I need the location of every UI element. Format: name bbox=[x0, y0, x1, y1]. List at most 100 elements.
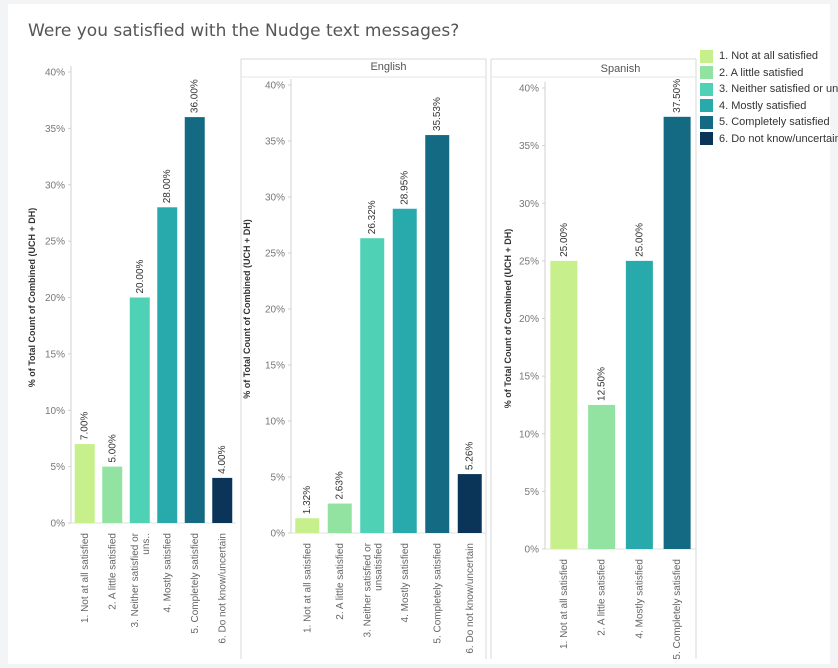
y-tick-label: 0% bbox=[271, 529, 286, 540]
x-tick-label: 5. Completely satisfied bbox=[672, 559, 683, 660]
x-tick-label: 1. Not at all satisfied bbox=[80, 533, 91, 623]
x-tick-label: 6. Do not know/uncertain bbox=[465, 543, 476, 654]
legend-label: 1. Not at all satisfied bbox=[719, 50, 818, 62]
legend-item[interactable]: 5. Completely satisfied bbox=[700, 114, 838, 130]
y-tick-label: 15% bbox=[45, 349, 65, 360]
y-axis-title: % of Total Count of Combined (UCH + DH) bbox=[27, 208, 37, 388]
panel-title: Spanish bbox=[601, 63, 641, 75]
y-tick-label: 5% bbox=[51, 462, 66, 473]
chart-card: Were you satisfied with the Nudge text m… bbox=[8, 4, 830, 664]
x-tick-label: 4. Mostly satisfied bbox=[634, 559, 645, 638]
bar bbox=[664, 117, 691, 549]
y-tick-label: 30% bbox=[519, 199, 539, 210]
x-tick-label: 4. Mostly satisfied bbox=[400, 543, 411, 622]
x-tick-label-line: 3. Neither satisfied or bbox=[362, 542, 373, 637]
bar bbox=[157, 207, 177, 523]
y-tick-label: 25% bbox=[265, 249, 285, 260]
data-label: 4.00% bbox=[217, 445, 228, 473]
legend-swatch bbox=[700, 99, 713, 112]
y-axis-title: % of Total Count of Combined (UCH + DH) bbox=[242, 219, 252, 399]
data-label: 35.53% bbox=[432, 97, 443, 131]
chart-panel-2: Spanish 0% 5% 10% 15% 20% 25% 30% 35% 40% % of Tot… bbox=[491, 59, 696, 660]
y-tick-label: 15% bbox=[265, 361, 285, 372]
data-label: 7.00% bbox=[80, 412, 91, 440]
data-label: 28.95% bbox=[400, 171, 411, 205]
legend-item[interactable]: 3. Neither satisfied or un.. bbox=[700, 81, 838, 97]
chart-panel-1: English 0% 5% 10% 15% 20% 25% 30% 35% 40% % of Tot… bbox=[241, 59, 486, 659]
y-tick-label: 10% bbox=[519, 429, 539, 440]
y-tick-label: 0% bbox=[525, 545, 540, 556]
bar bbox=[550, 261, 577, 549]
x-tick-label: 2. A little satisfied bbox=[597, 559, 608, 636]
y-tick-label: 35% bbox=[45, 124, 65, 135]
legend-swatch bbox=[700, 116, 713, 129]
data-label: 26.32% bbox=[367, 200, 378, 234]
legend-swatch bbox=[700, 66, 713, 79]
y-axis-title: % of Total Count of Combined (UCH + DH) bbox=[503, 229, 513, 409]
data-label: 25.00% bbox=[634, 223, 645, 257]
data-label: 20.00% bbox=[135, 259, 146, 293]
x-tick-label: 5. Completely satisfied bbox=[190, 533, 201, 634]
bar bbox=[130, 298, 150, 524]
x-tick-label-line: uns.. bbox=[141, 533, 152, 555]
x-tick-label: 4. Mostly satisfied bbox=[162, 533, 173, 612]
y-tick-label: 5% bbox=[525, 487, 540, 498]
legend-item[interactable]: 1. Not at all satisfied bbox=[700, 48, 838, 64]
bar bbox=[360, 238, 384, 533]
bar bbox=[102, 467, 122, 523]
y-tick-label: 15% bbox=[519, 372, 539, 383]
legend-label: 5. Completely satisfied bbox=[719, 116, 830, 128]
x-tick-label: 3. Neither satisfied orunsatisfied bbox=[362, 542, 384, 637]
x-tick-label-line: 3. Neither satisfied or bbox=[130, 532, 141, 627]
y-tick-label: 35% bbox=[519, 141, 539, 152]
y-tick-label: 40% bbox=[45, 68, 65, 79]
legend-label: 3. Neither satisfied or un.. bbox=[719, 83, 838, 95]
y-tick-label: 10% bbox=[265, 417, 285, 428]
bar bbox=[328, 504, 352, 533]
y-tick-label: 20% bbox=[265, 305, 285, 316]
data-label: 36.00% bbox=[190, 79, 201, 113]
y-tick-label: 10% bbox=[45, 406, 65, 417]
x-tick-label: 6. Do not know/uncertain bbox=[217, 533, 228, 644]
y-tick-label: 25% bbox=[519, 256, 539, 267]
y-tick-label: 35% bbox=[265, 137, 285, 148]
bar bbox=[393, 209, 417, 533]
legend-swatch bbox=[700, 50, 713, 63]
y-tick-label: 40% bbox=[265, 81, 285, 92]
x-tick-label: 2. A little satisfied bbox=[335, 543, 346, 620]
y-tick-label: 5% bbox=[271, 473, 286, 484]
legend-swatch bbox=[700, 132, 713, 145]
y-tick-label: 30% bbox=[265, 193, 285, 204]
data-label: 2.63% bbox=[335, 471, 346, 499]
y-tick-label: 20% bbox=[519, 314, 539, 325]
legend-item[interactable]: 4. Mostly satisfied bbox=[700, 98, 838, 114]
data-label: 5.26% bbox=[465, 442, 476, 470]
data-label: 5.00% bbox=[107, 434, 118, 462]
bar bbox=[185, 117, 205, 523]
data-label: 25.00% bbox=[559, 223, 570, 257]
bar bbox=[75, 444, 95, 523]
x-tick-label: 2. A little satisfied bbox=[107, 533, 118, 610]
bar bbox=[295, 518, 319, 533]
bar bbox=[588, 405, 615, 549]
y-tick-label: 20% bbox=[45, 293, 65, 304]
data-label: 12.50% bbox=[597, 367, 608, 401]
y-tick-label: 40% bbox=[519, 84, 539, 95]
bar bbox=[425, 135, 449, 533]
x-tick-label: 1. Not at all satisfied bbox=[559, 559, 570, 649]
legend-swatch bbox=[700, 83, 713, 96]
legend-label: 6. Do not know/uncertain bbox=[719, 133, 838, 145]
x-tick-label: 3. Neither satisfied oruns.. bbox=[130, 532, 152, 627]
y-tick-label: 0% bbox=[51, 519, 66, 530]
legend-label: 4. Mostly satisfied bbox=[719, 100, 806, 112]
y-tick-label: 30% bbox=[45, 180, 65, 191]
x-tick-label-line: unsatisfied bbox=[373, 543, 384, 591]
legend-item[interactable]: 2. A little satisfied bbox=[700, 65, 838, 81]
y-tick-label: 25% bbox=[45, 237, 65, 248]
data-label: 1.32% bbox=[302, 486, 313, 514]
panel-title: English bbox=[370, 61, 406, 73]
legend-item[interactable]: 6. Do not know/uncertain bbox=[700, 131, 838, 147]
data-label: 37.50% bbox=[672, 79, 683, 113]
bar bbox=[458, 474, 482, 533]
x-tick-label: 1. Not at all satisfied bbox=[302, 543, 313, 633]
